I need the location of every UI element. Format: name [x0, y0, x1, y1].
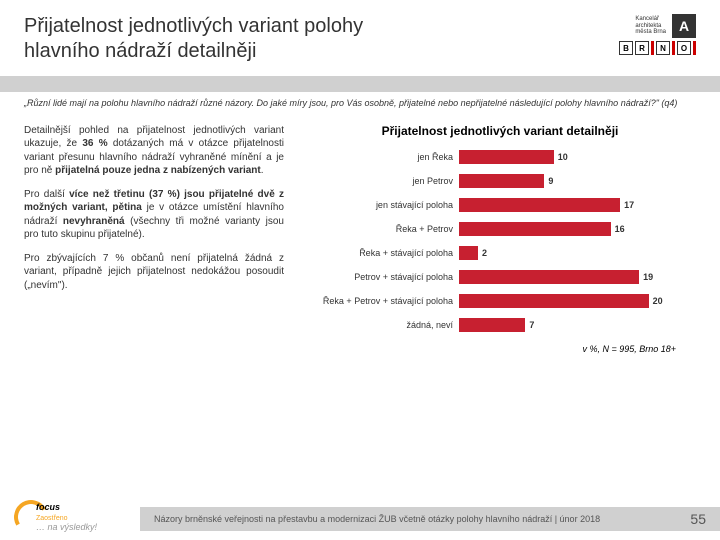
paragraph-1: Detailnější pohled na přijatelnost jedno… [24, 124, 284, 178]
chart-label: Petrov + stávající poloha [304, 272, 459, 282]
content: Detailnější pohled na přijatelnost jedno… [0, 116, 720, 354]
footer: focus Zaostřeno … na výsledky! Názory br… [0, 498, 720, 540]
chart-bar [459, 150, 554, 164]
chart-note: v %, N = 995, Brno 18+ [304, 344, 696, 354]
chart-row: Řeka + stávající poloha 2 [304, 244, 696, 262]
footer-brand: focus [36, 502, 60, 512]
chart-value: 2 [482, 248, 487, 258]
chart-label: Řeka + Petrov + stávající poloha [304, 296, 459, 306]
chart-row: jen stávající poloha 17 [304, 196, 696, 214]
page-number: 55 [690, 511, 706, 527]
chart-value: 7 [529, 320, 534, 330]
chart-value: 16 [615, 224, 625, 234]
chart-bar [459, 270, 639, 284]
chart-rows: jen Řeka 10 jen Petrov 9 jen stávající poloh… [304, 148, 696, 334]
divider [0, 76, 720, 92]
chart-bar [459, 246, 478, 260]
chart-bar [459, 198, 620, 212]
logo-brno: B R N O [619, 41, 696, 55]
chart-value: 19 [643, 272, 653, 282]
header: Přijatelnost jednotlivých variant polohy… [0, 0, 720, 76]
footer-bar: Názory brněnské veřejnosti na přestavbu … [140, 507, 720, 531]
logo-text: Kancelář architekta města Brna [635, 16, 666, 36]
chart-row: Petrov + stávající poloha 19 [304, 268, 696, 286]
chart-row: jen Petrov 9 [304, 172, 696, 190]
chart-label: Řeka + Petrov [304, 224, 459, 234]
page-title: Přijatelnost jednotlivých variant polohy… [24, 14, 576, 64]
chart-label: Řeka + stávající poloha [304, 248, 459, 258]
chart-label: žádná, neví [304, 320, 459, 330]
question-text: „Různí lidé mají na polohu hlavního nádr… [0, 92, 720, 116]
chart-value: 10 [558, 152, 568, 162]
chart-bar [459, 174, 544, 188]
chart-value: 17 [624, 200, 634, 210]
footer-tagline-1: Zaostřeno [36, 515, 68, 522]
chart-value: 9 [548, 176, 553, 186]
body-text: Detailnější pohled na přijatelnost jedno… [24, 124, 284, 354]
chart-row: jen Řeka 10 [304, 148, 696, 166]
chart-bar [459, 294, 649, 308]
footer-logo: focus Zaostřeno … na výsledky! [0, 498, 140, 540]
chart-bar [459, 222, 611, 236]
logo-block: Kancelář architekta města Brna A B R N O [576, 14, 696, 55]
chart-value: 20 [653, 296, 663, 306]
chart-label: jen stávající poloha [304, 200, 459, 210]
chart-label: jen Petrov [304, 176, 459, 186]
chart-label: jen Řeka [304, 152, 459, 162]
chart-row: Řeka + Petrov 16 [304, 220, 696, 238]
chart-bar [459, 318, 525, 332]
chart-title: Přijatelnost jednotlivých variant detail… [304, 124, 696, 138]
chart-row: Řeka + Petrov + stávající poloha 20 [304, 292, 696, 310]
chart: Přijatelnost jednotlivých variant detail… [304, 124, 696, 354]
footer-text: Názory brněnské veřejnosti na přestavbu … [154, 514, 600, 524]
chart-row: žádná, neví 7 [304, 316, 696, 334]
footer-tagline-2: … na výsledky! [36, 522, 97, 532]
logo-icon: A [672, 14, 696, 38]
paragraph-2: Pro další více než třetinu (37 %) jsou p… [24, 188, 284, 242]
paragraph-3: Pro zbývajících 7 % občanů není přijatel… [24, 252, 284, 293]
